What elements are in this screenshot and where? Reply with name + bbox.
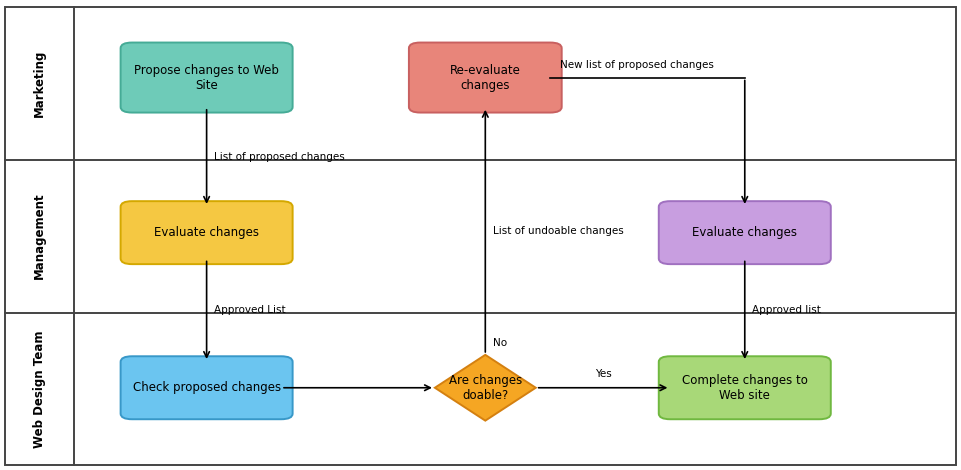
- Polygon shape: [435, 355, 536, 421]
- Text: Management: Management: [33, 193, 46, 280]
- FancyBboxPatch shape: [121, 201, 293, 264]
- Text: Yes: Yes: [595, 369, 611, 379]
- Text: Complete changes to
Web site: Complete changes to Web site: [682, 374, 807, 402]
- FancyBboxPatch shape: [659, 356, 831, 419]
- Text: Evaluate changes: Evaluate changes: [692, 226, 798, 239]
- FancyBboxPatch shape: [121, 43, 293, 112]
- Text: New list of proposed changes: New list of proposed changes: [560, 61, 714, 70]
- Text: Approved list: Approved list: [752, 305, 822, 315]
- Text: Are changes
doable?: Are changes doable?: [449, 374, 522, 402]
- Text: No: No: [493, 338, 507, 348]
- Text: Propose changes to Web
Site: Propose changes to Web Site: [135, 63, 279, 92]
- Text: Web Design Team: Web Design Team: [33, 330, 46, 447]
- FancyBboxPatch shape: [409, 43, 562, 112]
- Text: List of undoable changes: List of undoable changes: [493, 226, 624, 236]
- FancyBboxPatch shape: [121, 356, 293, 419]
- Text: Re-evaluate
changes: Re-evaluate changes: [450, 63, 521, 92]
- Text: List of proposed changes: List of proposed changes: [214, 152, 345, 162]
- Text: Approved List: Approved List: [214, 305, 286, 315]
- Text: Evaluate changes: Evaluate changes: [154, 226, 259, 239]
- FancyBboxPatch shape: [659, 201, 831, 264]
- Text: Check proposed changes: Check proposed changes: [133, 381, 281, 394]
- Text: Marketing: Marketing: [33, 50, 46, 117]
